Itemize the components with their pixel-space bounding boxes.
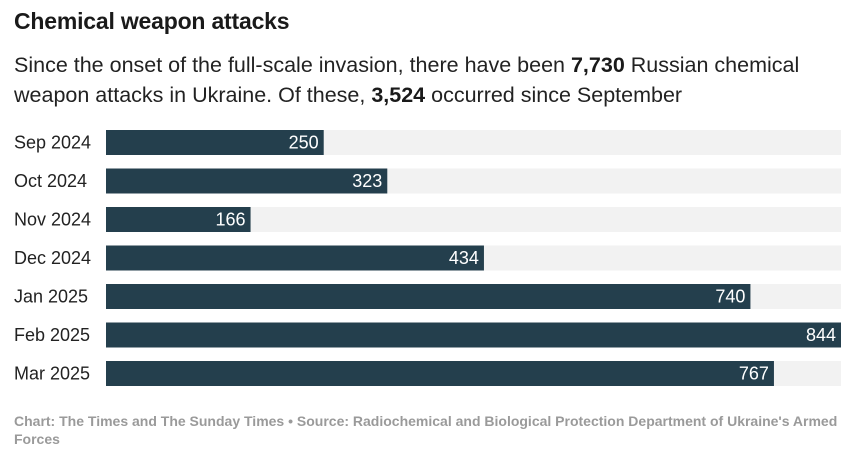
bar-row-jan-2025: Jan 2025 740 [14,284,841,309]
subtitle-text-1: Since the onset of the full-scale invasi… [14,53,571,77]
value-label: 844 [806,325,836,345]
value-label: 250 [289,133,319,153]
bar-row-dec-2024: Dec 2024 434 [14,245,841,271]
value-label: 323 [352,171,382,191]
bar [106,130,324,155]
bar [106,207,251,232]
subtitle-highlight-total: 7,730 [570,53,625,77]
bar-chart: Sep 2024 250 Oct 2024 323 Nov 2024 166 Dec 202… [14,130,841,386]
value-label: 740 [715,287,745,307]
category-label: Mar 2025 [14,364,90,384]
category-label: Feb 2025 [14,325,90,345]
value-label: 767 [739,364,769,384]
category-label: Jan 2025 [14,287,88,307]
chart-title: Chemical weapon attacks [14,8,290,34]
bar [106,322,841,348]
category-label: Dec 2024 [14,248,91,268]
bar-row-mar-2025: Mar 2025 767 [14,361,841,386]
subtitle-text-2: Russian chemical weapon attacks in Ukrai… [14,53,800,107]
subtitle-text-3: occurred since September [425,83,683,107]
bar [106,168,388,194]
bar-row-feb-2025: Feb 2025 844 [14,322,841,348]
subtitle-highlight-since-september: 3,524 [371,83,426,107]
bar [106,361,774,386]
value-label: 434 [449,248,479,268]
category-label: Sep 2024 [14,133,91,153]
category-label: Nov 2024 [14,210,91,230]
bar-row-oct-2024: Oct 2024 323 [14,168,841,194]
chart-footer-source: Chart: The Times and The Sunday Times • … [14,413,838,447]
bar [106,245,484,271]
category-label: Oct 2024 [14,171,87,191]
value-label: 166 [216,210,246,230]
chart-subtitle: Since the onset of the full-scale invasi… [14,50,844,110]
bar-row-nov-2024: Nov 2024 166 [14,207,841,232]
bar [106,284,751,309]
bar-row-sep-2024: Sep 2024 250 [14,130,841,155]
